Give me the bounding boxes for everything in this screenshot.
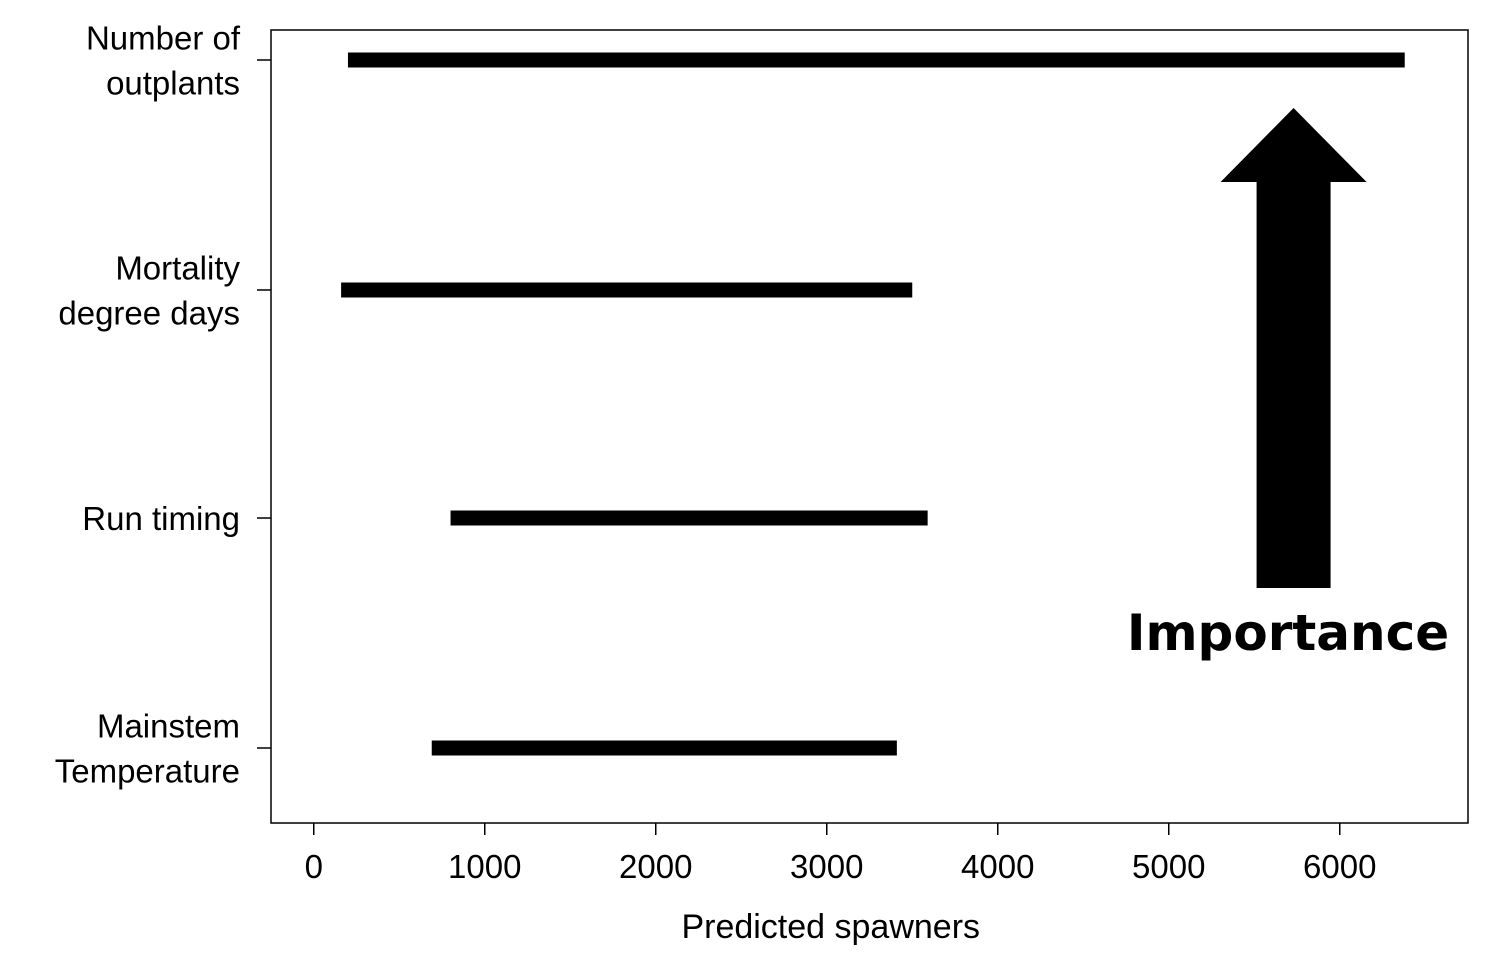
category-label: Temperature (55, 753, 240, 790)
category-label: Mortality (115, 250, 240, 287)
range-bar (450, 510, 928, 526)
category-label: degree days (58, 295, 240, 332)
plot-frame (270, 29, 1469, 824)
x-tick-label: 6000 (1303, 848, 1376, 885)
x-axis-label: Predicted spawners (681, 908, 980, 946)
y-axis (257, 59, 271, 749)
range-bar (347, 52, 1405, 68)
category-label: outplants (106, 65, 240, 102)
x-tick-label: 3000 (790, 848, 863, 885)
importance-label: Importance (1127, 604, 1449, 662)
category-labels: Number of outplants Mortality degree days Ru… (55, 20, 241, 790)
x-tick-label: 0 (305, 848, 323, 885)
category-label: Mainstem (97, 708, 240, 745)
range-bar (431, 740, 897, 756)
importance-arrow-icon (1220, 108, 1367, 588)
x-axis: 0 1000 2000 3000 4000 5000 6000 (305, 823, 1376, 885)
x-tick-label: 5000 (1132, 848, 1205, 885)
x-tick-label: 1000 (448, 848, 521, 885)
range-bar (341, 282, 913, 298)
category-label: Run timing (82, 500, 240, 537)
range-bars (341, 52, 1405, 756)
x-tick-label: 4000 (961, 848, 1034, 885)
x-tick-label: 2000 (619, 848, 692, 885)
category-label: Number of (86, 20, 241, 57)
